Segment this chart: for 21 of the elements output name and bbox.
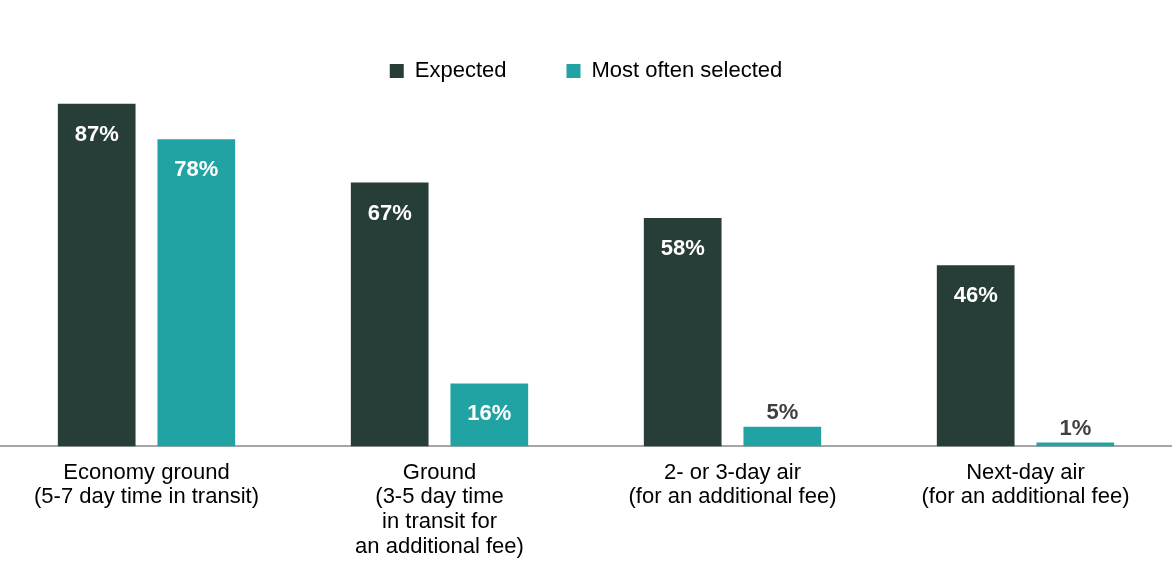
bar <box>643 218 722 447</box>
data-label: 87% <box>74 120 119 146</box>
x-tick-label: Economy ground (5-7 day time in transit) <box>34 458 259 509</box>
legend-label: Expected <box>414 57 507 83</box>
bar <box>450 383 529 447</box>
bar <box>936 265 1015 447</box>
data-label: 78% <box>174 156 219 182</box>
data-label: 1% <box>1059 414 1092 440</box>
legend-label: Most often selected <box>591 57 783 83</box>
data-label: 46% <box>953 282 998 308</box>
bar <box>350 182 429 447</box>
data-label: 5% <box>766 398 799 424</box>
bar <box>157 139 236 447</box>
data-label: 67% <box>367 199 412 225</box>
bar <box>57 103 136 447</box>
x-tick-label: Ground (3-5 day time in transit for an additional fee) <box>355 458 524 558</box>
bar <box>743 426 822 447</box>
data-label: 58% <box>660 235 705 261</box>
x-tick-label: 2- or 3-day air (for an additional fee) <box>628 458 837 509</box>
data-label: 16% <box>467 400 512 426</box>
x-tick-label: Next-day air (for an additional fee) <box>921 458 1130 509</box>
